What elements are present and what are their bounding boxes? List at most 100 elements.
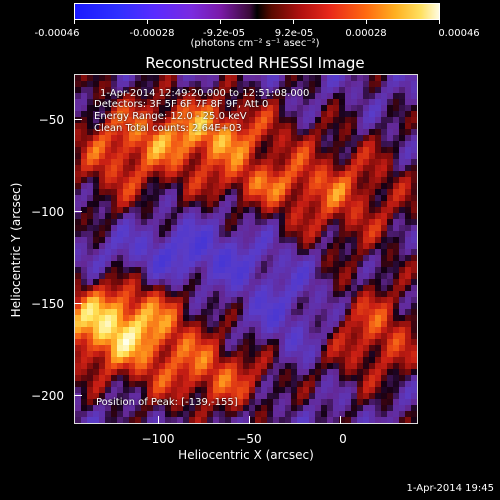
heatmap-pixel <box>111 285 117 291</box>
heatmap-pixel <box>333 183 339 189</box>
heatmap-pixel <box>267 177 273 183</box>
heatmap-pixel <box>333 411 339 417</box>
heatmap-pixel <box>387 303 393 309</box>
heatmap-pixel <box>105 387 111 393</box>
heatmap-pixel <box>375 303 381 309</box>
heatmap-pixel <box>387 333 393 339</box>
heatmap-pixel <box>327 309 333 315</box>
heatmap-pixel <box>99 219 105 225</box>
heatmap-pixel <box>141 351 147 357</box>
heatmap-pixel <box>285 249 291 255</box>
heatmap-pixel <box>171 297 177 303</box>
heatmap-pixel <box>273 387 279 393</box>
heatmap-pixel <box>183 405 189 411</box>
heatmap-pixel <box>261 147 267 153</box>
heatmap-pixel <box>351 357 357 363</box>
heatmap-pixel <box>297 159 303 165</box>
heatmap-pixel <box>177 369 183 375</box>
heatmap-pixel <box>123 129 129 135</box>
heatmap-pixel <box>267 363 273 369</box>
heatmap-pixel <box>339 117 345 123</box>
heatmap-pixel <box>141 75 147 81</box>
heatmap-pixel <box>291 171 297 177</box>
heatmap-pixel <box>309 225 315 231</box>
heatmap-pixel <box>111 381 117 387</box>
heatmap-pixel <box>81 171 87 177</box>
heatmap-pixel <box>399 351 405 357</box>
heatmap-pixel <box>171 345 177 351</box>
heatmap-pixel <box>81 255 87 261</box>
heatmap-pixel <box>129 267 135 273</box>
heatmap-pixel <box>111 201 117 207</box>
heatmap-pixel <box>303 201 309 207</box>
heatmap-pixel <box>171 123 177 129</box>
heatmap-pixel <box>213 111 219 117</box>
heatmap-pixel <box>333 177 339 183</box>
heatmap-pixel <box>111 303 117 309</box>
heatmap-pixel <box>207 345 213 351</box>
heatmap-pixel <box>165 327 171 333</box>
heatmap-pixel <box>351 243 357 249</box>
heatmap-pixel <box>93 345 99 351</box>
heatmap-pixel <box>321 141 327 147</box>
heatmap-pixel <box>393 105 399 111</box>
heatmap-pixel <box>225 255 231 261</box>
heatmap-pixel <box>261 231 267 237</box>
heatmap-pixel <box>333 147 339 153</box>
heatmap-pixel <box>93 303 99 309</box>
heatmap-pixel <box>225 249 231 255</box>
heatmap-pixel <box>87 255 93 261</box>
heatmap-pixel <box>99 135 105 141</box>
heatmap-pixel <box>171 321 177 327</box>
heatmap-pixel <box>291 327 297 333</box>
heatmap-pixel <box>375 399 381 405</box>
heatmap-pixel <box>321 207 327 213</box>
rhessi-image <box>74 74 418 424</box>
heatmap-pixel <box>411 369 417 375</box>
heatmap-pixel <box>75 285 81 291</box>
heatmap-pixel <box>309 243 315 249</box>
heatmap-pixel <box>171 141 177 147</box>
heatmap-pixel <box>411 363 417 369</box>
heatmap-pixel <box>87 135 93 141</box>
heatmap-pixel <box>399 381 405 387</box>
heatmap-pixel <box>255 123 261 129</box>
heatmap-pixel <box>405 333 411 339</box>
heatmap-pixel <box>327 327 333 333</box>
heatmap-pixel <box>219 219 225 225</box>
heatmap-pixel <box>399 267 405 273</box>
heatmap-pixel <box>213 105 219 111</box>
heatmap-pixel <box>363 93 369 99</box>
heatmap-pixel <box>129 189 135 195</box>
heatmap-pixel <box>141 225 147 231</box>
heatmap-pixel <box>387 255 393 261</box>
heatmap-pixel <box>123 417 129 423</box>
heatmap-pixel <box>411 381 417 387</box>
heatmap-pixel <box>273 255 279 261</box>
heatmap-pixel <box>393 207 399 213</box>
heatmap-pixel <box>99 243 105 249</box>
heatmap-pixel <box>255 267 261 273</box>
heatmap-pixel <box>219 93 225 99</box>
heatmap-pixel <box>339 273 345 279</box>
heatmap-pixel <box>105 147 111 153</box>
heatmap-pixel <box>219 261 225 267</box>
heatmap-pixel <box>243 351 249 357</box>
heatmap-pixel <box>273 195 279 201</box>
heatmap-pixel <box>261 135 267 141</box>
heatmap-pixel <box>339 297 345 303</box>
heatmap-pixel <box>87 129 93 135</box>
heatmap-pixel <box>393 387 399 393</box>
heatmap-pixel <box>255 207 261 213</box>
heatmap-pixel <box>291 159 297 165</box>
heatmap-pixel <box>99 321 105 327</box>
heatmap-pixel <box>291 201 297 207</box>
heatmap-pixel <box>279 81 285 87</box>
heatmap-pixel <box>111 237 117 243</box>
heatmap-pixel <box>237 231 243 237</box>
heatmap-pixel <box>105 111 111 117</box>
heatmap-pixel <box>81 243 87 249</box>
heatmap-pixel <box>273 171 279 177</box>
heatmap-pixel <box>399 141 405 147</box>
heatmap-pixel <box>291 231 297 237</box>
